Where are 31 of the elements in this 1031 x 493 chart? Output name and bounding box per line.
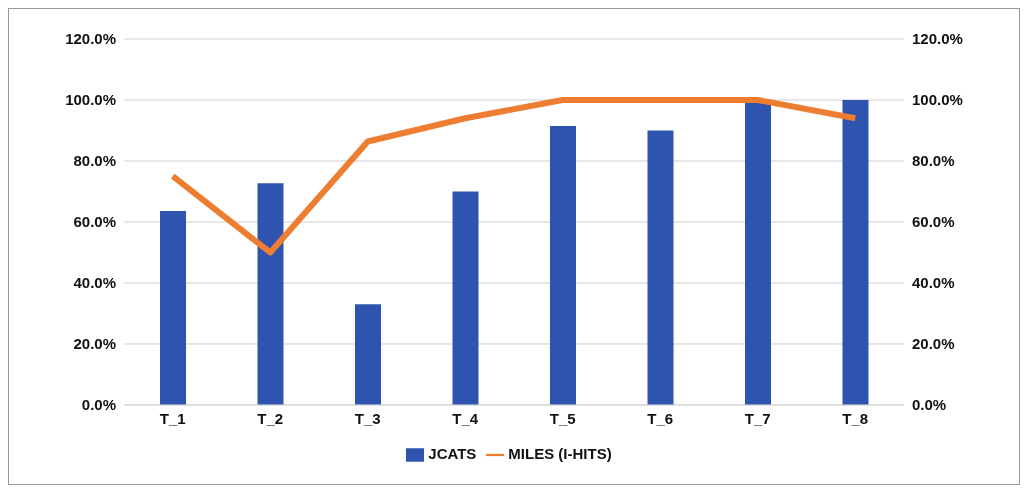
y-tick-label: 20.0% [73,335,116,353]
y2-tick-label: 80.0% [912,152,955,170]
x-tick-label: T_4 [452,409,479,427]
y-tick-label: 0.0% [81,396,116,414]
bar [355,304,381,405]
y-tick-label: 120.0% [65,30,116,48]
legend-label: MILES (I-HITS) [508,444,612,462]
y2-tick-label: 120.0% [912,30,963,48]
x-tick-label: T_3 [354,409,381,427]
x-tick-label: T_8 [842,409,869,427]
bar [842,99,869,405]
y-tick-label: 40.0% [73,274,116,292]
x-tick-label: T_7 [744,409,771,427]
legend-label: JCATS [428,444,477,462]
y-tick-label: 80.0% [73,152,116,170]
bar [647,130,674,405]
y2-tick-label: 0.0% [912,396,947,414]
x-tick-label: T_2 [257,409,284,427]
y2-tick-label: 40.0% [912,274,955,292]
x-tick-label: T_5 [549,409,576,427]
bar [452,191,479,405]
y2-tick-label: 20.0% [912,335,955,353]
y-tick-label: 60.0% [73,213,116,231]
x-tick-label: T_6 [647,409,674,427]
y2-tick-label: 100.0% [912,91,963,109]
y-tick-label: 100.0% [65,91,116,109]
bar [257,183,284,405]
bar [550,125,576,405]
y2-tick-label: 60.0% [912,213,955,231]
bar [160,211,186,405]
x-tick-label: T_1 [159,409,186,427]
